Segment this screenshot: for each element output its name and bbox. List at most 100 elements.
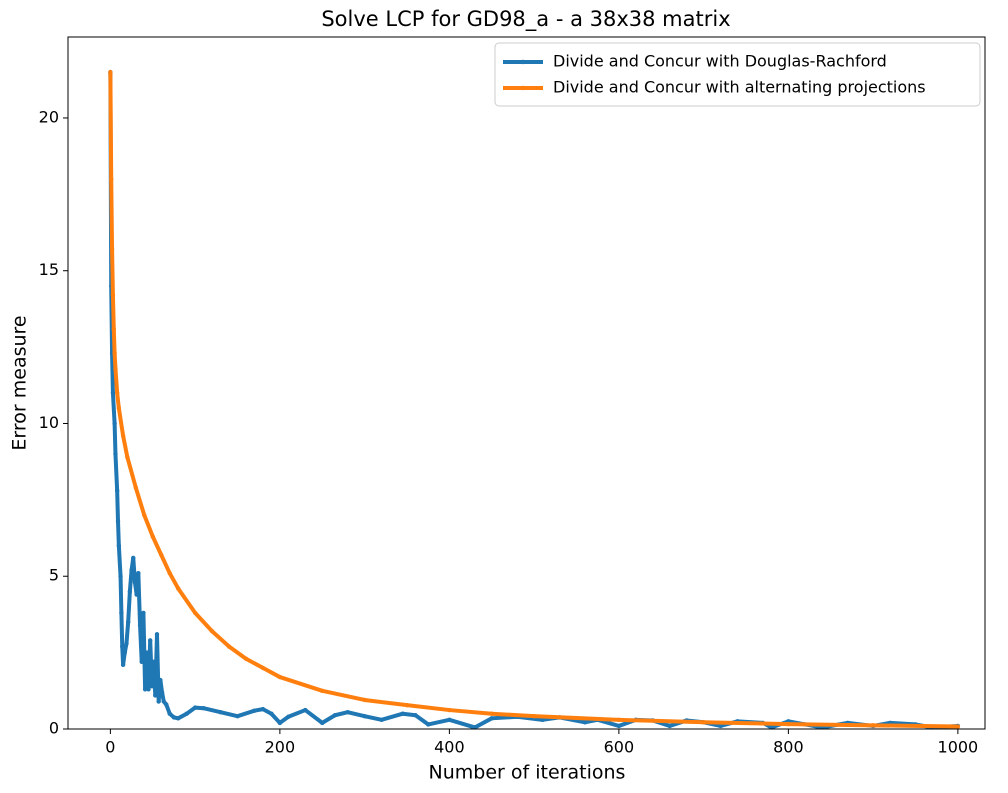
- series-point: [159, 690, 165, 695]
- legend-marker: [520, 59, 526, 65]
- chart-title: Solve LCP for GD98_a - a 38x38 matrix: [321, 7, 730, 32]
- series-point: [184, 711, 189, 716]
- series-point: [112, 421, 117, 426]
- series-point: [109, 247, 115, 252]
- series-point: [109, 176, 114, 182]
- series-point: [260, 706, 266, 712]
- series-point: [127, 589, 133, 594]
- series-point: [167, 711, 172, 716]
- series-point: [447, 707, 452, 713]
- series-point: [235, 713, 240, 719]
- series-point: [114, 488, 120, 493]
- series-point: [112, 351, 117, 356]
- legend-label: Divide and Concur with alternating proje…: [553, 78, 926, 97]
- series-point: [116, 406, 122, 411]
- series-point: [110, 292, 116, 298]
- series-point: [129, 567, 134, 573]
- series-point: [320, 688, 325, 694]
- series-point: [218, 709, 223, 715]
- y-tick-label: 10: [39, 413, 59, 432]
- series-point: [303, 707, 308, 713]
- series-point: [149, 684, 155, 689]
- series-point: [120, 644, 125, 649]
- series-point: [489, 716, 494, 721]
- series-point: [120, 662, 126, 668]
- series-point: [115, 519, 121, 524]
- series-point: [125, 619, 131, 625]
- legend-marker: [520, 85, 526, 91]
- series-point: [122, 650, 127, 655]
- x-tick-label: 200: [265, 738, 296, 757]
- series-point: [175, 716, 181, 721]
- series-point: [243, 656, 249, 661]
- series-point: [582, 720, 588, 725]
- series-point: [320, 720, 325, 726]
- series-point: [146, 687, 151, 692]
- series-point: [144, 650, 150, 655]
- series-point: [616, 723, 622, 729]
- series-point: [114, 390, 120, 396]
- plot-frame: [67, 36, 986, 730]
- series-point: [269, 711, 274, 716]
- series-point: [447, 717, 452, 723]
- series-point: [116, 543, 122, 548]
- series-point: [955, 724, 961, 729]
- series-point: [277, 674, 283, 680]
- series-point: [137, 622, 143, 628]
- series-point: [153, 693, 158, 698]
- series-point: [277, 720, 283, 726]
- series-point: [870, 723, 876, 728]
- x-tick-label: 0: [105, 738, 115, 757]
- series-point: [148, 638, 153, 643]
- legend-box: [494, 42, 981, 107]
- series-point: [413, 713, 418, 718]
- series-point: [161, 699, 166, 704]
- series-point: [167, 570, 172, 576]
- series-point: [345, 709, 350, 715]
- series-point: [110, 390, 116, 396]
- y-tick-label: 20: [39, 107, 59, 126]
- series-point: [362, 713, 367, 719]
- series-point: [531, 713, 537, 719]
- series-point: [260, 665, 266, 671]
- series-point: [154, 632, 160, 637]
- series-point: [120, 433, 126, 438]
- series-point: [125, 454, 130, 460]
- y-axis-label: Error measure: [9, 315, 31, 450]
- series-point: [131, 555, 136, 561]
- x-tick-label: 1000: [938, 738, 979, 757]
- series-point: [164, 702, 169, 707]
- x-tick-label: 400: [434, 738, 465, 757]
- series-point: [132, 580, 138, 585]
- x-axis-label: Number of iterations: [429, 762, 626, 784]
- series-point: [139, 659, 144, 664]
- series-point: [113, 366, 118, 371]
- series-point: [209, 629, 215, 634]
- series-point: [616, 717, 622, 723]
- series-point: [171, 715, 177, 720]
- series-point: [124, 641, 129, 646]
- series-point: [158, 677, 163, 683]
- series-point: [404, 702, 410, 708]
- series-point: [113, 451, 118, 457]
- series-point: [425, 722, 431, 727]
- y-tick-label: 15: [39, 260, 59, 279]
- series-point: [108, 69, 113, 75]
- series-point: [111, 326, 116, 331]
- series-point: [119, 610, 124, 616]
- legend-label: Divide and Concur with Douglas-Rachford: [553, 52, 887, 71]
- series-point: [151, 659, 156, 664]
- series-point: [136, 570, 141, 576]
- series-point: [192, 610, 198, 616]
- series-point: [786, 721, 791, 727]
- series-point: [667, 723, 672, 729]
- series-point: [141, 610, 146, 616]
- y-tick-label: 0: [49, 719, 59, 738]
- y-tick-label: 5: [49, 566, 59, 585]
- series-point: [159, 552, 164, 558]
- series-point: [400, 711, 405, 716]
- series-line: [108, 72, 958, 729]
- series-point: [489, 711, 494, 716]
- series-point: [150, 534, 155, 539]
